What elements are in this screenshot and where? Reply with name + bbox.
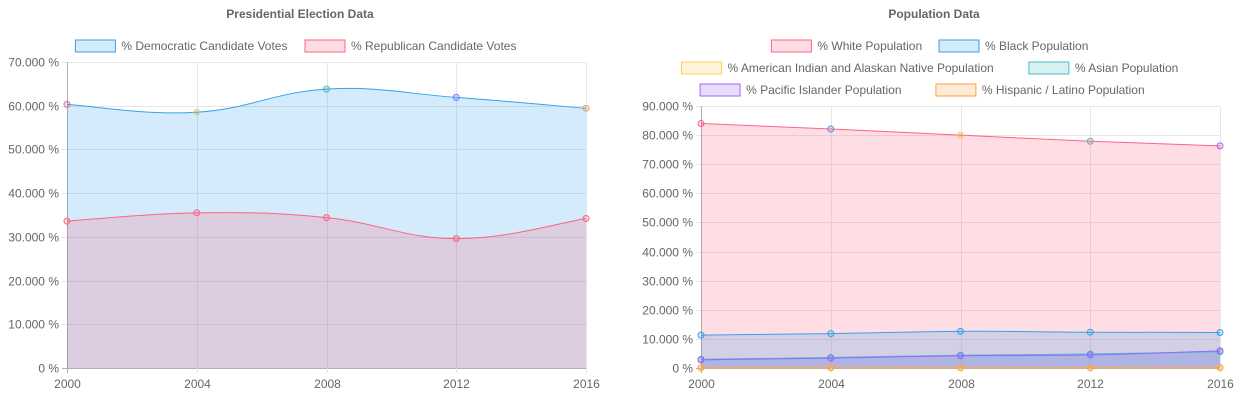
series-line <box>66 212 587 240</box>
y-tick-label: 0 % <box>672 362 693 376</box>
y-tick-label: 60.000 % <box>642 187 693 201</box>
y-tick-label: 50.000 % <box>8 143 59 157</box>
legend-swatch <box>938 39 980 53</box>
data-point[interactable] <box>452 235 460 243</box>
legend-label: % Asian Population <box>1075 61 1178 75</box>
legend-item[interactable]: % Democratic Candidate Votes <box>74 39 287 53</box>
legend-swatch <box>935 83 977 97</box>
x-tick-label: 2004 <box>818 377 845 391</box>
data-point[interactable] <box>1086 364 1094 372</box>
data-point[interactable] <box>1216 347 1224 355</box>
data-point[interactable] <box>697 331 705 339</box>
legend-swatch <box>304 39 346 53</box>
y-tick-label: 30.000 % <box>8 231 59 245</box>
data-point[interactable] <box>582 104 590 112</box>
y-tick-label: 70.000 % <box>642 158 693 172</box>
legend-item[interactable]: % White Population <box>770 39 922 53</box>
data-point[interactable] <box>63 217 71 225</box>
gridlines <box>62 62 587 373</box>
legend-swatch <box>1028 61 1070 75</box>
data-point[interactable] <box>957 352 964 360</box>
series-area <box>67 212 586 368</box>
legend-item[interactable]: % Republican Candidate Votes <box>304 39 516 53</box>
data-point[interactable] <box>827 354 835 362</box>
x-tick-label: 2004 <box>184 377 211 391</box>
legend-label: % Black Population <box>985 39 1088 53</box>
data-point[interactable] <box>957 131 964 139</box>
x-tick-label: 2000 <box>688 377 715 391</box>
legend-item[interactable]: % Black Population <box>938 39 1088 53</box>
data-point[interactable] <box>452 93 460 101</box>
x-tick-label: 2016 <box>573 377 600 391</box>
y-tick-label: 40.000 % <box>642 246 693 260</box>
legend-swatch <box>770 39 812 53</box>
series-area <box>701 351 1220 368</box>
data-point[interactable] <box>827 364 835 372</box>
legend-swatch <box>681 61 722 75</box>
series-area <box>701 123 1220 368</box>
data-point[interactable] <box>1216 364 1224 372</box>
legend-label: % Hispanic / Latino Population <box>982 83 1145 97</box>
y-tick-label: 10.000 % <box>8 318 59 332</box>
data-point[interactable] <box>697 119 705 127</box>
data-point[interactable] <box>957 364 964 372</box>
legend-label: % White Population <box>817 39 922 53</box>
x-tick-label: 2000 <box>54 377 81 391</box>
y-tick-label: 80.000 % <box>642 129 693 143</box>
legend-item[interactable]: % Pacific Islander Population <box>699 83 902 97</box>
data-point[interactable] <box>697 356 705 364</box>
data-point[interactable] <box>323 85 330 93</box>
data-point[interactable] <box>193 209 201 217</box>
data-point[interactable] <box>193 108 201 116</box>
legend-swatch <box>74 39 116 53</box>
legend-item[interactable]: % Asian Population <box>1028 61 1178 75</box>
series-area <box>701 331 1220 368</box>
legend-label: % Republican Candidate Votes <box>351 39 516 53</box>
chart-title: Population Data <box>888 7 980 21</box>
data-point[interactable] <box>323 214 330 222</box>
data-point[interactable] <box>1086 351 1094 359</box>
series-line <box>700 350 1221 361</box>
legend-swatch <box>699 83 741 97</box>
y-tick-label: 90.000 % <box>642 100 693 114</box>
x-tick-label: 2012 <box>443 377 470 391</box>
series-line <box>700 122 1221 147</box>
series-line <box>66 87 587 114</box>
legend-item[interactable]: % Hispanic / Latino Population <box>935 83 1145 97</box>
data-point[interactable] <box>1216 142 1224 150</box>
y-tick-label: 10.000 % <box>642 333 693 347</box>
population-chart: Population Data 0 % 10.000 % 20.000 % 30.00… <box>642 7 1234 391</box>
y-tick-label: 20.000 % <box>8 275 59 289</box>
chart-title: Presidential Election Data <box>226 7 374 21</box>
data-point[interactable] <box>1086 328 1094 336</box>
x-tick-label: 2008 <box>314 377 341 391</box>
data-point[interactable] <box>697 364 705 372</box>
y-tick-label: 20.000 % <box>642 304 693 318</box>
x-tick-label: 2016 <box>1207 377 1234 391</box>
y-tick-label: 30.000 % <box>642 275 693 289</box>
y-tick-label: 40.000 % <box>8 187 59 201</box>
series-line <box>700 330 1221 336</box>
y-tick-label: 50.000 % <box>642 216 693 230</box>
data-point[interactable] <box>63 100 71 108</box>
presidential-election-chart: Presidential Election Data 0 % 10.000 % 20… <box>8 7 600 391</box>
data-point[interactable] <box>1086 137 1094 145</box>
legend-label: % American Indian and Alaskan Native Pop… <box>728 61 994 75</box>
series-area <box>67 88 586 368</box>
y-tick-label: 0 % <box>38 362 59 376</box>
x-tick-label: 2012 <box>1077 377 1104 391</box>
legend-label: % Pacific Islander Population <box>746 83 901 97</box>
legend-label: % Democratic Candidate Votes <box>121 39 287 53</box>
gridlines <box>696 106 1221 373</box>
data-point[interactable] <box>582 214 590 222</box>
x-tick-label: 2008 <box>948 377 975 391</box>
data-point[interactable] <box>827 330 835 338</box>
y-tick-label: 70.000 % <box>8 56 59 70</box>
data-point[interactable] <box>827 125 835 133</box>
y-tick-label: 60.000 % <box>8 100 59 114</box>
legend-item[interactable]: % American Indian and Alaskan Native Pop… <box>681 61 994 75</box>
data-point[interactable] <box>1216 328 1224 336</box>
data-point[interactable] <box>957 327 964 335</box>
